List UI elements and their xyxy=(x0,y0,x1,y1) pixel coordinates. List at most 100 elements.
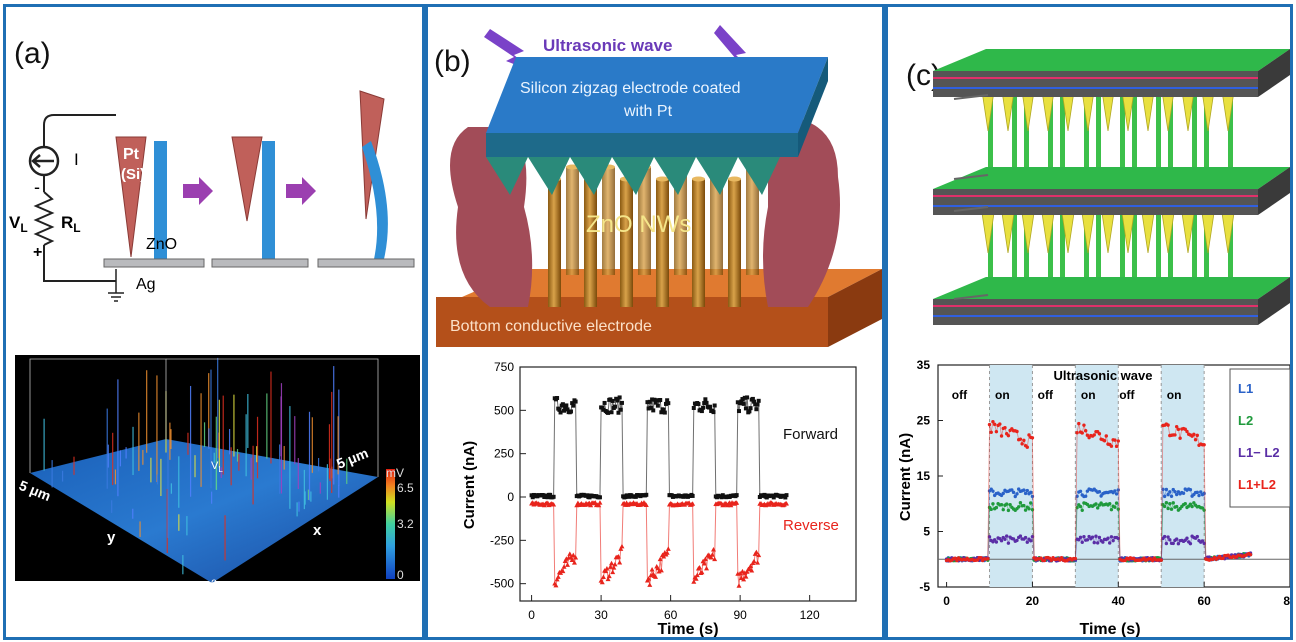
chart-c-point xyxy=(1114,501,1119,505)
chart-c-point xyxy=(1094,534,1098,538)
tip-core-label: (Si) xyxy=(121,166,145,183)
chart-c-point xyxy=(1102,439,1107,443)
chart-c-xlabel: Time (s) xyxy=(1079,621,1140,637)
chart-c-point xyxy=(1095,541,1100,545)
chart-c-point xyxy=(1025,540,1029,544)
chart-c-point xyxy=(1176,427,1181,432)
chart-b-forward-point xyxy=(616,410,621,415)
nanowire-green xyxy=(1012,213,1017,289)
bottom-electrode-label: Bottom conductive electrode xyxy=(450,318,652,335)
chart-c-point xyxy=(1195,490,1199,495)
chart-b-forward-point xyxy=(783,495,788,500)
chart-c-point xyxy=(1080,431,1084,435)
chart-c-point xyxy=(999,502,1004,507)
map-surface xyxy=(30,439,378,583)
chart-b-xtick-label: 30 xyxy=(594,608,608,622)
chart-c-point xyxy=(994,540,999,544)
chart-b-forward-point xyxy=(739,399,744,404)
chart-c-point xyxy=(999,434,1004,438)
chart-b-forward-point xyxy=(600,405,605,410)
chart-b-forward-point xyxy=(571,403,576,408)
chart-b-reverse-point xyxy=(615,553,621,559)
chart-b-reverse-point xyxy=(710,546,716,552)
chart-c-point xyxy=(1113,489,1117,493)
chart-c-point xyxy=(1008,503,1012,507)
chart-b-forward-point xyxy=(712,403,717,408)
chart-c-point xyxy=(1150,558,1155,563)
zno-label: ZnO xyxy=(146,236,177,253)
plus-label: + xyxy=(33,244,42,261)
chart-c-point xyxy=(1114,444,1119,449)
nanowire-green xyxy=(1228,213,1233,289)
nanowire-rod-cap xyxy=(692,176,705,182)
current-source-label: I xyxy=(74,150,79,169)
chart-b-reverse-point xyxy=(655,565,661,571)
nanowire-green xyxy=(1168,213,1173,289)
chart-c-point xyxy=(1113,438,1117,442)
chart-c-ytick-label: -5 xyxy=(919,580,930,594)
plate-3-side xyxy=(1258,277,1290,325)
ultrasonic-wave-label: Ultrasonic wave xyxy=(543,36,672,55)
chart-b-forward-point xyxy=(560,402,565,407)
nanowire-green xyxy=(1228,91,1233,175)
lead-wire xyxy=(953,294,989,300)
chart-b-reverse-point xyxy=(699,569,705,575)
chart-c-point xyxy=(1164,487,1169,492)
chart-c-on-band xyxy=(989,365,1033,587)
chart-c-point xyxy=(987,422,992,427)
nanowire-rod xyxy=(746,167,759,275)
chart-c-point xyxy=(1077,538,1081,542)
chart-c-point xyxy=(1202,443,1206,447)
chart-b-forward-point xyxy=(558,410,563,415)
chart-b-reverse-point xyxy=(701,560,707,566)
chart-b-forward-point xyxy=(608,397,613,402)
chart-b-forward-point xyxy=(735,400,740,405)
box-frame-back xyxy=(29,358,167,473)
nanowire-green xyxy=(1120,213,1125,289)
chart-b-reverse-point xyxy=(603,568,609,574)
chart-c-point xyxy=(998,422,1002,426)
nanowire-green xyxy=(1204,91,1209,175)
chart-b-reverse-point xyxy=(643,502,649,507)
panel-a: (a) xyxy=(3,4,425,640)
chart-c-point xyxy=(1095,506,1100,510)
chart-b-reverse-point xyxy=(610,569,616,575)
chart-c-point xyxy=(1004,502,1009,506)
chart-b-reverse-point xyxy=(611,565,617,570)
nanowire-green xyxy=(1048,213,1053,289)
chart-b-forward-point xyxy=(703,397,708,402)
chart-b-forward-point xyxy=(647,399,652,404)
chart-c-point xyxy=(1083,494,1088,498)
plate-1-front xyxy=(933,71,1258,97)
chart-c-point xyxy=(1188,488,1193,492)
chart-c-point xyxy=(1168,538,1172,542)
pt-tip-step2 xyxy=(231,136,263,222)
chart-b-reverse-point xyxy=(600,574,606,579)
chart-b-forward-point xyxy=(602,400,607,405)
chart-c-legend-items: L1 L2 L1− L2 L1+L2 xyxy=(1238,381,1280,492)
chart-b-reverse-point xyxy=(741,576,747,582)
chart-c-point xyxy=(1082,534,1086,539)
chart-c-point xyxy=(1202,541,1206,546)
plate-2-side xyxy=(1258,167,1290,215)
chart-c-point xyxy=(1188,541,1193,546)
chart-b-forward-point xyxy=(748,406,753,411)
chart-c-point xyxy=(1173,489,1177,494)
chart-b-forward-point xyxy=(752,399,757,404)
chart-b-reverse-point xyxy=(751,558,757,564)
chart-c-state-labels: off on off on off on xyxy=(952,388,1182,402)
chart-b-reverse-point xyxy=(567,551,573,556)
top-electrode-line1: Silicon zigzag electrode coated xyxy=(520,80,741,97)
ag-substrate xyxy=(103,258,205,268)
chart-c-point xyxy=(1022,488,1026,492)
chart-b-forward-point xyxy=(617,395,622,400)
chart-c-point xyxy=(1018,437,1023,441)
chart-c-point xyxy=(1171,501,1175,505)
chart-c-point xyxy=(1173,433,1177,437)
chart-b-forward-point xyxy=(784,493,789,498)
chart-c-point xyxy=(1073,556,1078,561)
nanowire-green xyxy=(1120,91,1125,175)
chart-b-reverse-point xyxy=(743,574,749,579)
chart-c-point xyxy=(1169,494,1174,498)
